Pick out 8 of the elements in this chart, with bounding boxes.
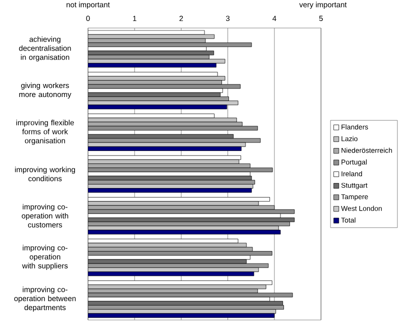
bar xyxy=(88,230,281,234)
bar xyxy=(88,138,261,143)
bar xyxy=(88,313,275,318)
bar xyxy=(88,58,226,64)
bar xyxy=(88,100,238,106)
bar xyxy=(88,263,269,268)
bar xyxy=(88,146,242,151)
bar xyxy=(88,188,252,193)
